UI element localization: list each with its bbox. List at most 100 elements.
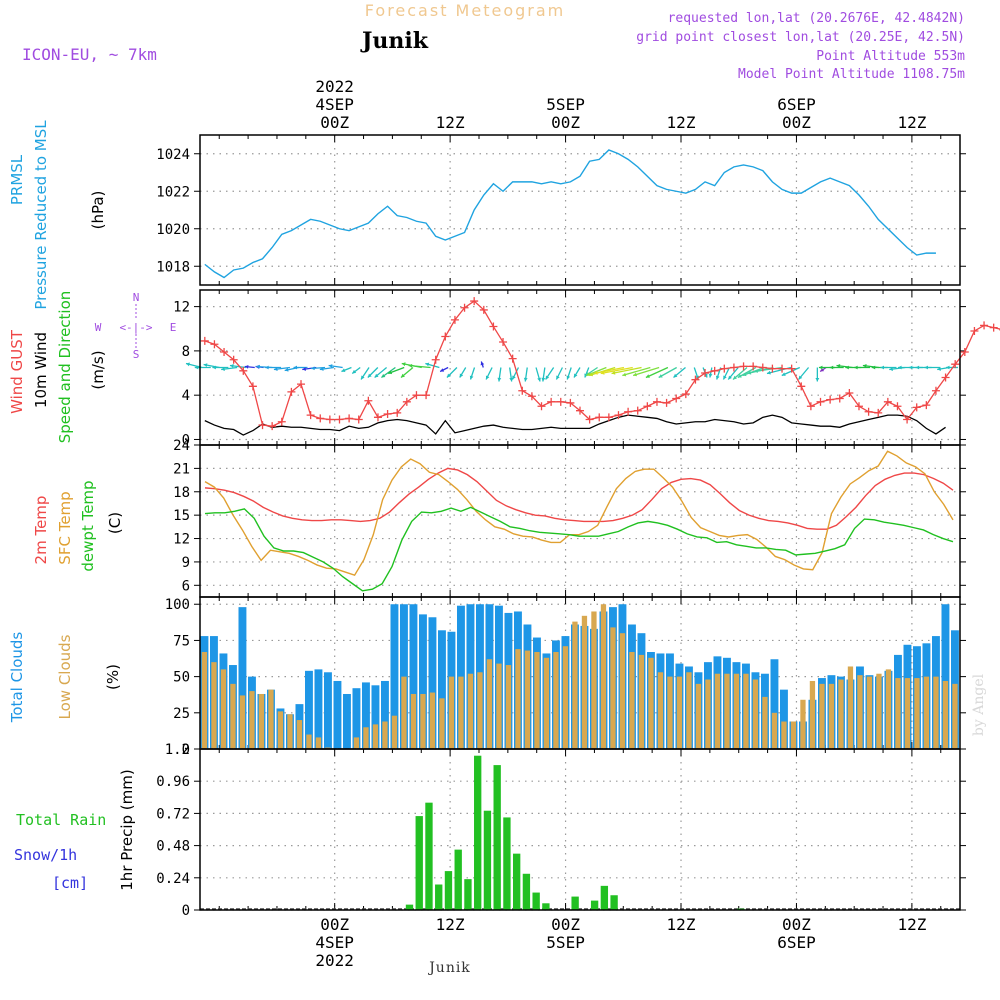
total-cloud-bar <box>238 607 247 749</box>
wind-arrow-head <box>898 365 902 370</box>
low-cloud-bar <box>838 679 844 749</box>
wind-arrow-head <box>284 367 289 372</box>
gust-marker <box>335 415 344 424</box>
low-cloud-bar <box>705 679 711 749</box>
wind-arrow <box>632 366 660 377</box>
chart-title: Forecast Meteogram <box>365 1 565 20</box>
wind-arrow <box>611 366 642 375</box>
gust-marker <box>624 407 633 416</box>
wind-arrow-head <box>541 377 546 382</box>
low-cloud-bar <box>648 657 654 749</box>
gust-marker <box>806 402 815 411</box>
snow-label: Snow/1h <box>14 846 77 864</box>
y-tick-label: 1020 <box>156 222 190 238</box>
low-cloud-bar <box>363 727 369 749</box>
wind-arrow-head <box>293 365 297 370</box>
wind-arrow-head <box>703 373 708 378</box>
low-cloud-bar <box>752 679 759 749</box>
rain-bar <box>454 849 462 910</box>
low-cloud-bar <box>619 633 626 749</box>
low-cloud-bar <box>952 683 958 749</box>
y-tick-label: 1.2 <box>165 742 190 758</box>
y-tick-label: 18 <box>173 485 190 501</box>
rain-bar <box>610 895 618 910</box>
gust-marker <box>441 332 450 341</box>
low-cloud-bar <box>676 676 683 749</box>
compass-w: W <box>95 321 102 334</box>
snow-unit-label: [cm] <box>52 874 88 892</box>
top-time-label: 00Z <box>320 113 349 132</box>
low-cloud-bar <box>534 652 540 749</box>
y-tick-label: 4 <box>182 388 190 404</box>
total-cloud-bar <box>381 680 389 749</box>
top-time-label: 12Z <box>667 113 696 132</box>
credit-label: by Angel <box>971 673 987 736</box>
wind-arrow-head <box>658 374 663 378</box>
wind-arrow-head <box>946 365 950 370</box>
gust-marker <box>691 375 700 384</box>
gust-marker <box>547 397 556 406</box>
low-cloud-bar <box>591 611 597 749</box>
low-cloud-bar <box>448 676 455 749</box>
wind-arrow-head <box>302 367 307 371</box>
temp-2m-label: 2m Temp <box>32 496 50 565</box>
wind-arrow-head <box>186 362 190 367</box>
y-tick-label: 12 <box>173 532 190 548</box>
gust-marker <box>903 415 912 424</box>
y-tick-label: 9 <box>182 555 190 571</box>
wind-arrow-head <box>754 369 758 373</box>
y-tick-label: 50 <box>173 670 190 686</box>
rain-bar <box>464 879 472 910</box>
bottom-time-label: 6SEP <box>777 933 816 952</box>
y-tick-label: 0.24 <box>156 871 190 887</box>
prmsl-unit-label: (hPa) <box>89 191 107 230</box>
dewpt-line <box>204 506 954 592</box>
low-cloud-bar <box>277 711 284 749</box>
rain-bar <box>600 885 609 910</box>
wind-arrow-head <box>265 365 269 370</box>
gust-marker <box>470 297 479 306</box>
wind-arrow-head <box>523 377 528 382</box>
bottom-time-label: 12Z <box>897 915 926 934</box>
gust-marker <box>826 395 835 404</box>
gust-marker <box>970 326 979 335</box>
low-cloud-bar <box>220 669 227 749</box>
wind-arrow-head <box>221 367 225 371</box>
gust-marker <box>758 363 767 372</box>
wind-arrow-head <box>556 375 560 380</box>
top-time-label: 2022 <box>315 77 354 96</box>
gust-marker <box>499 338 508 347</box>
wind-arrow-head <box>374 373 379 378</box>
wind-arrow-head <box>728 375 732 380</box>
gust-marker <box>883 397 892 406</box>
wind-arrow-head <box>273 367 278 371</box>
gust-marker <box>518 386 527 395</box>
y-tick-label: 21 <box>173 461 190 477</box>
gust-marker <box>662 398 671 407</box>
compass-rose: <-|-> <box>119 321 152 334</box>
low-cloud-bar <box>258 693 265 749</box>
requested-coords: requested lon,lat (20.2676E, 42.4842N) <box>668 11 965 26</box>
prmsl-label: PRMSL <box>8 154 26 205</box>
gust-marker <box>633 406 642 415</box>
y-tick-label: 6 <box>182 578 190 594</box>
gust-marker <box>229 355 238 364</box>
direction-label: Speed and Direction <box>56 291 74 444</box>
low-cloud-bar <box>638 654 645 749</box>
top-time-label: 4SEP <box>315 95 354 114</box>
gust-marker <box>200 336 209 345</box>
wind-arrow-head <box>747 370 752 375</box>
compass-s: S <box>133 348 140 361</box>
rain-bar <box>571 896 579 910</box>
gust-marker <box>277 417 286 426</box>
wind-arrow-head <box>733 375 737 380</box>
gust-marker <box>960 348 969 356</box>
low-cloud-bar <box>458 676 464 749</box>
gust-marker <box>383 410 392 418</box>
low-cloud-bar <box>733 673 740 749</box>
low-cloud-bar <box>600 604 607 749</box>
gust-marker <box>325 415 334 424</box>
wind-speed-line <box>204 414 946 436</box>
low-cloud-bar <box>353 737 360 749</box>
wind-arrow-head <box>512 375 516 380</box>
